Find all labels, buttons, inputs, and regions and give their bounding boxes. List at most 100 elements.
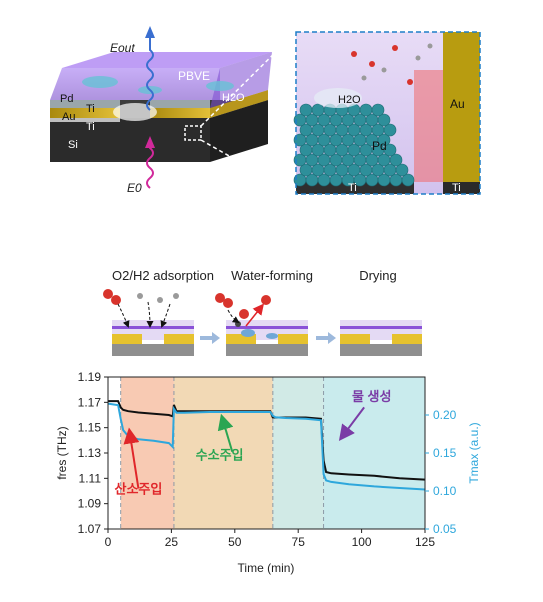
y-left-tick-label: 1.09 [78,497,102,511]
e-in-wave [146,146,154,189]
pd-atom [311,103,325,117]
gap-glow [113,103,157,121]
e-out-arrowhead [145,26,155,38]
zoom-connector [200,31,297,127]
o2-molecule [111,295,121,305]
x-tick-label: 75 [292,535,306,549]
h2-molecule [157,297,163,303]
stage-label-water-forming: Water-forming [231,268,313,283]
inset-pd-label: Pd [372,139,387,153]
chart-event-lines [120,377,325,529]
pd-atom [377,113,391,127]
pd-label: Pd [60,93,73,105]
y-left-tick-label: 1.15 [78,421,102,435]
inset-red-glow [414,70,443,182]
stage-3-device [340,320,422,356]
pd-atom [299,103,313,117]
y-left-tick-label: 1.17 [78,395,102,409]
oxygen-atom [351,51,357,57]
annotation-label: 수소주입 [196,447,244,462]
y-right-tick-label: 0.15 [433,446,457,460]
x-tick-label: 0 [105,535,112,549]
stage-2-device [215,293,308,356]
hydrogen-atom [427,43,433,49]
e-out-wave [146,36,154,111]
pd-layer-right [150,100,210,108]
o2-molecule [239,309,249,319]
chart-region [173,377,273,529]
oxygen-atom [407,79,413,85]
pd-atom-lattice [293,103,415,187]
hydrogen-atom [381,67,387,73]
water-droplet [206,81,234,91]
water-droplet [266,333,278,339]
x-tick-label: 125 [415,535,435,549]
chart-region [323,377,425,529]
e-out-label: Eout [110,41,135,55]
stage-1-device [103,289,194,356]
e-in-label: E0 [127,181,142,195]
y-right-tick-label: 0.05 [433,522,457,536]
device-illustration: Eout E0 PBVE Pd Ti Au Ti Si H2O [50,26,297,195]
inset-water-label: H2O [338,94,361,106]
h2-molecule [137,293,143,299]
inset-border [295,31,481,195]
inset-ti-right-label: Ti [452,182,461,194]
water-droplet [82,76,118,88]
hydrogen-atom [361,75,367,81]
resonance-chart: 0 25 50 75 100 125 1.07 1.09 1.11 1.13 1.15 1.17 1.1… [55,370,481,575]
stage-schematics: O2/H2 adsorption Water-forming Drying [103,268,422,356]
oxygen-atom [392,45,398,51]
ti-label-top: Ti [86,103,95,115]
pd-atom [371,103,385,117]
inset-ti-right [443,182,480,194]
stage-arrow [200,332,220,344]
oxygen-atom [369,61,375,67]
si-label: Si [68,139,78,151]
pbve-front [50,68,220,100]
pd-atom [359,103,373,117]
gas-molecules [351,43,433,85]
chart-annotations: 산소주입 수소주입 물 생성 [115,389,392,496]
annotation-label: 물 생성 [352,389,392,404]
x-tick-label: 25 [165,535,179,549]
ti-label-mid: Ti [86,121,95,133]
zoom-box [184,125,202,141]
stage-label-drying: Drying [359,268,397,283]
water-label: H2O [222,92,245,104]
y-left-tick-label: 1.07 [78,522,102,536]
pbve-top [62,52,272,68]
annotation-arrow [123,427,140,489]
x-tick-label: 50 [228,535,242,549]
pd-atom [395,163,409,177]
pd-layer [50,100,120,108]
chart-ticks: 0 25 50 75 100 125 1.07 1.09 1.11 1.13 1.15 1.17 1.1… [78,370,457,549]
y-right-tick-label: 0.20 [433,408,457,422]
y-right-tick-label: 0.10 [433,484,457,498]
o2-molecule [215,293,225,303]
o2-molecule [103,289,113,299]
hydrogen-atom [415,55,421,61]
annotation-arrow [338,406,365,441]
si-substrate-side [210,100,268,162]
e-in-arrowhead [145,136,155,148]
y-left-tick-label: 1.13 [78,446,102,460]
stage-arrow [316,332,336,344]
pd-atom [383,143,397,157]
x-axis-label: Time (min) [238,561,295,575]
annotation-arrow [217,413,234,453]
h2-molecule [173,293,179,299]
chart-regions [120,377,425,529]
y-left-tick-label: 1.19 [78,370,102,384]
chart-region [272,377,324,529]
au-layer-front [50,108,120,118]
annotation-label: 산소주입 [115,482,163,497]
x-tick-label: 100 [352,535,372,549]
zoom-connector [200,139,297,195]
y-left-tick-label: 1.11 [79,471,102,485]
au-label: Au [62,111,75,123]
zoom-inset: H2O Pd Ti Au Ti [293,31,481,195]
pd-atom [401,173,415,187]
o2-molecule [223,298,233,308]
y-left-axis-label: fres (THz) [55,426,69,479]
